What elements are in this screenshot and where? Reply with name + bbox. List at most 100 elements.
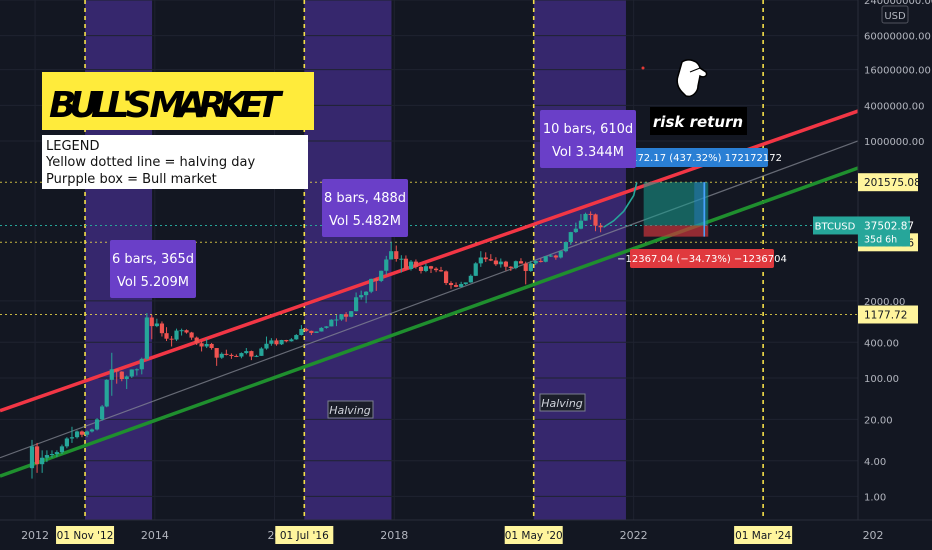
candle-body [284,340,289,342]
y-tick-label-7: 4000000.00 [864,101,924,112]
rr-progress-bar [694,182,707,226]
candle-109 [573,222,578,233]
bull-stat-vol-3: Vol 3.344M [552,145,624,160]
candle-body [428,266,434,269]
candle-body [468,275,473,283]
candle-74 [399,255,404,273]
candle-body [543,256,548,262]
candle-body [548,255,553,257]
candle-46 [259,347,264,356]
y-tick-label-10: 240000000.00 [864,0,932,7]
candle-body [44,455,49,458]
title-text: BULL'S MARKET [49,85,283,126]
candle-86 [459,281,464,288]
candle-body [443,271,449,284]
candle-body [319,327,324,332]
candle-body [374,278,379,281]
candle-body [463,282,468,285]
candle-body [229,354,234,356]
candle-69 [374,277,379,291]
candle-body [498,261,503,265]
candle-53 [294,334,299,340]
bull-market-box-2 [304,0,392,520]
candle-body [69,437,75,439]
x-date-flag-text-3: 01 May '20 [505,530,563,542]
candle-6 [59,444,65,455]
candle-75 [403,255,409,271]
candle-body [369,278,374,292]
candle-body [59,446,65,453]
y-tick-label-8: 16000000.00 [864,66,931,77]
candle-body [79,431,85,435]
bull-stat-bars-2: 8 bars, 488d [324,191,406,206]
candle-body [408,261,414,270]
loss-label-text: −12367.04 (−34.73%) −1236704 [617,254,787,265]
x-date-flag-text-2: 01 Jul '16 [280,530,329,542]
candle-108 [568,231,573,245]
candle-59 [324,326,329,329]
candle-8 [69,426,75,443]
candle-body [289,339,294,342]
candle-65 [354,292,359,312]
candle-28 [169,336,174,347]
title-box [42,72,314,130]
candle-body [359,295,364,298]
candle-70 [379,270,384,283]
candle-body [513,261,518,268]
loss-label-box [630,249,774,268]
candle-18 [119,371,124,382]
profit-label-text: 172172.17 (437.32%) 172172172 [612,153,782,164]
candle-body [578,220,584,229]
candle-body [344,314,349,317]
candle-105 [553,254,558,260]
candle-45 [254,354,259,358]
x-tick-label-1: 2014 [141,529,169,542]
candle-body [473,263,478,276]
current-price-text: 37502.87 [864,220,914,232]
candle-body [189,332,194,338]
candle-94 [498,258,503,268]
risk-label-text: risk return [653,113,743,131]
grid-lines [0,0,874,520]
candle-body [453,285,459,287]
candle-body [379,270,384,281]
candle-body [209,343,214,349]
candle-41 [234,354,239,358]
y-tick-label-6: 1000000.00 [864,137,924,148]
candle-103 [543,256,548,263]
risk-label-box [650,107,747,135]
candle-110 [578,214,584,230]
candle-38 [219,352,224,359]
candle-51 [284,339,289,343]
legend-title: LEGEND [46,139,99,154]
annotations: 6 bars, 365d Vol 5.209M 8 bars, 488d Vol 5.… [42,59,747,419]
candle-48 [269,338,274,346]
candle-82 [438,266,444,272]
candle-1 [34,442,40,473]
candle-101 [533,259,538,265]
candle-body [553,255,558,258]
candle-body [413,261,419,267]
candle-body [269,340,274,344]
candle-body [224,353,229,355]
symbol-flag-text: BTCUSD [815,221,856,232]
candle-body [588,213,593,215]
candle-100 [528,260,533,272]
candle-body [598,225,603,228]
candle-body [459,284,464,287]
candle-81 [433,267,439,273]
risk-reward-tool[interactable]: 172172.17 (437.32%) 172172172 −12367.04 (… [612,148,787,268]
price-level-lines [0,181,858,316]
candle-56 [309,330,314,336]
candle-32 [189,331,194,340]
candle-5 [54,450,59,458]
bull-stat-box-3 [540,110,636,168]
candle-4 [49,450,55,458]
candle-90 [478,251,483,267]
candle-body [563,242,568,252]
candle-55 [304,327,309,332]
y-axis: USD 1.00 4.00 20.00 100.00 400.00 2000.00 10000… [813,0,932,550]
candle-13 [94,418,100,431]
